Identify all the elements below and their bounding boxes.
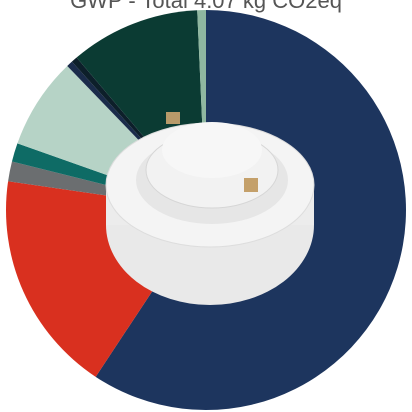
smoke-detector-photo (105, 112, 315, 305)
contact (244, 178, 258, 192)
chart-title: GWP - Total 4.07 kg CO2eq (70, 0, 342, 13)
detector-top (162, 122, 262, 178)
contact (166, 112, 180, 124)
